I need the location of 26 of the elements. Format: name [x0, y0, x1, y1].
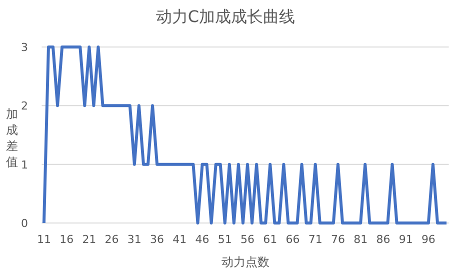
- chart-title: 动力C加成成长曲线: [156, 7, 296, 26]
- x-tick-label: 31: [127, 233, 142, 246]
- x-tick-label: 76: [330, 233, 345, 246]
- x-tick-label: 86: [376, 233, 390, 246]
- x-tick-label: 41: [172, 233, 187, 246]
- x-tick-label: 26: [104, 233, 119, 246]
- y-tick-label: 3: [21, 41, 28, 54]
- line-series: [42, 46, 448, 224]
- x-tick-label: 61: [263, 233, 278, 246]
- y-axis-title: 加成差值: [6, 107, 18, 169]
- x-axis-title: 动力点数: [221, 255, 270, 269]
- x-tick-label: 56: [240, 233, 255, 246]
- x-tick-label: 96: [421, 233, 436, 246]
- x-tick-label: 51: [218, 233, 232, 246]
- x-tick-label: 36: [150, 233, 164, 246]
- x-tick-label: 71: [308, 233, 322, 246]
- x-tick-label: 81: [354, 233, 368, 246]
- x-tick-label: 11: [36, 233, 51, 246]
- y-tick-label: 1: [21, 158, 28, 172]
- y-tick-label: 0: [21, 217, 28, 230]
- x-tick-label: 16: [60, 233, 74, 246]
- x-tick-label: 46: [195, 233, 210, 246]
- x-tick-label: 21: [82, 233, 96, 246]
- x-tick-label: 91: [398, 233, 413, 246]
- y-tick-label: 2: [21, 100, 28, 113]
- x-tick-label: 66: [286, 233, 300, 246]
